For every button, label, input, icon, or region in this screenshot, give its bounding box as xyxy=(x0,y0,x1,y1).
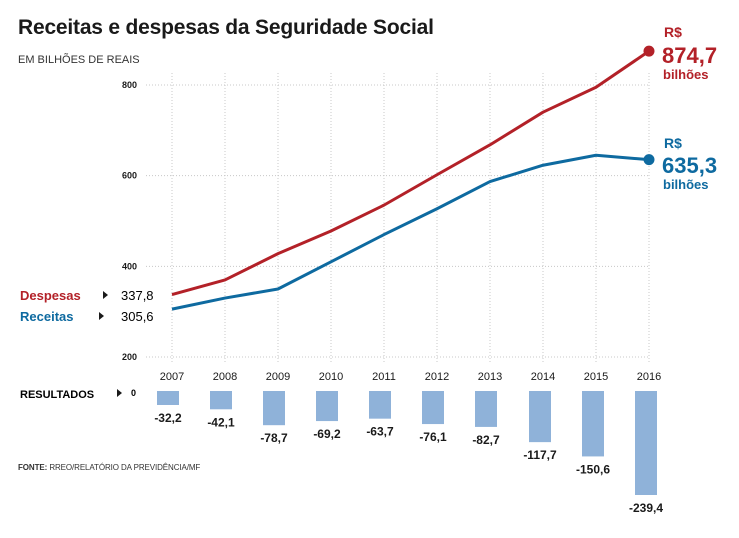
legend-despesas-arrow-icon xyxy=(103,291,108,299)
x-tick-label: 2014 xyxy=(531,371,555,383)
x-tick-label: 2010 xyxy=(319,371,343,383)
end-label-despesas-currency: R$ xyxy=(664,24,682,40)
results-bar xyxy=(582,391,604,457)
x-tick-label: 2013 xyxy=(478,371,502,383)
x-tick-label: 2009 xyxy=(266,371,290,383)
source-label: FONTE: xyxy=(18,463,48,472)
y-tick-label: 800 xyxy=(122,80,137,90)
y-tick-label: 200 xyxy=(122,352,137,362)
series-line-receitas xyxy=(171,153,650,311)
legend-receitas-value: 305,6 xyxy=(121,309,154,324)
results-bars xyxy=(157,391,657,495)
chart-subtitle: EM BILHÕES DE REAIS xyxy=(18,54,140,66)
y-gridlines xyxy=(146,84,650,358)
results-bar-labels: -32,2 -42,1 -78,7 -69,2 -63,7 -76,1 -82,7 -117,… xyxy=(154,411,663,515)
results-bar-label: -117,7 xyxy=(523,448,557,462)
legend-receitas-name: Receitas xyxy=(20,309,73,324)
results-bar xyxy=(369,391,391,419)
results-label: RESULTADOS xyxy=(20,389,94,401)
series-lines xyxy=(171,49,650,311)
series-endpoint-despesas xyxy=(643,45,655,57)
x-tick-label: 2016 xyxy=(637,371,661,383)
results-bar-label: -32,2 xyxy=(154,411,182,425)
results-bar xyxy=(263,391,285,426)
results-bar-label: -239,4 xyxy=(629,501,663,515)
x-tick-label: 2011 xyxy=(372,371,396,383)
x-gridlines xyxy=(171,73,650,363)
x-tick-label: 2007 xyxy=(160,371,184,383)
results-bar xyxy=(210,391,232,410)
results-bar xyxy=(157,391,179,405)
results-bar-label: -63,7 xyxy=(366,425,394,439)
chart-title: Receitas e despesas da Seguridade Social xyxy=(18,16,434,39)
results-bar xyxy=(316,391,338,422)
y-tick-label: 400 xyxy=(122,261,137,271)
results-bar-label: -69,2 xyxy=(313,427,341,441)
end-label-despesas-value: 874,7 xyxy=(662,43,717,68)
x-tick-label: 2015 xyxy=(584,371,608,383)
series-endpoint-receitas xyxy=(643,154,655,166)
results-arrow-icon xyxy=(117,389,122,397)
series-line-despesas xyxy=(171,49,650,296)
series-endpoints xyxy=(643,45,655,166)
x-tick-label: 2008 xyxy=(213,371,237,383)
x-tick-label: 2012 xyxy=(425,371,449,383)
results-bar-label: -82,7 xyxy=(472,433,500,447)
x-tick-labels: 2007 2008 2009 2010 2011 2012 2013 2014 2015 2016 xyxy=(160,371,661,383)
results-bar-label: -150,6 xyxy=(576,462,610,476)
legend-receitas-arrow-icon xyxy=(99,312,104,320)
end-label-receitas-unit: bilhões xyxy=(663,177,709,192)
results-bar-label: -76,1 xyxy=(419,430,447,444)
end-label-despesas-unit: bilhões xyxy=(663,67,709,82)
legend-despesas-value: 337,8 xyxy=(121,288,154,303)
results-bar xyxy=(475,391,497,427)
results-zero-label: 0 xyxy=(131,388,136,398)
results-bar xyxy=(529,391,551,443)
end-label-receitas-value: 635,3 xyxy=(662,153,717,178)
results-bar-label: -78,7 xyxy=(260,431,288,445)
y-tick-label: 600 xyxy=(122,171,137,181)
source-text: RREO/RELATÓRIO DA PREVIDÊNCIA/MF xyxy=(49,463,201,472)
results-bar xyxy=(422,391,444,425)
source-note: FONTE: RREO/RELATÓRIO DA PREVIDÊNCIA/MF xyxy=(18,463,200,472)
end-label-receitas-currency: R$ xyxy=(664,135,682,151)
results-bar xyxy=(635,391,657,495)
results-bar-label: -42,1 xyxy=(207,415,235,429)
y-tick-labels: 200 400 600 800 xyxy=(122,80,137,362)
legend-despesas-name: Despesas xyxy=(20,288,81,303)
